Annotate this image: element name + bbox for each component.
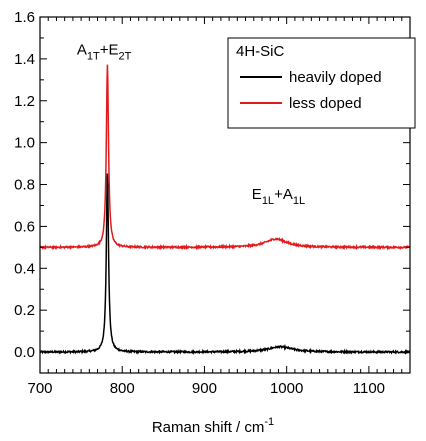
annotation-subscript: 2T (119, 51, 132, 63)
annotation-subscript: 1L (262, 195, 274, 207)
y-tick-label: 1.6 (14, 9, 35, 26)
y-tick-label: 0.8 (14, 177, 35, 194)
annotation-text: E (252, 186, 262, 203)
legend-box (227, 37, 416, 129)
y-tick-label: 0.0 (14, 344, 35, 361)
x-axis-title: Raman shift / cm-1 (152, 416, 274, 436)
x-tick-label: 800 (110, 380, 135, 397)
labels-layer: 700 800 900 1000 1100 0.0 0.2 0.4 0.6 0.8 1.0 1.2 1.… (14, 9, 385, 397)
annotation-text: +A (274, 186, 293, 203)
annotation-text: +E (100, 42, 119, 59)
x-tick-label: 700 (27, 380, 52, 397)
y-tick-label: 1.4 (14, 51, 35, 68)
peak-annotation: E1L+A1L (252, 186, 305, 207)
series-line-less-doped (39, 64, 411, 251)
x-tick-label: 900 (192, 380, 217, 397)
series-layer (39, 64, 411, 356)
y-tick-label: 1.0 (14, 135, 35, 152)
y-tick-label: 0.2 (14, 302, 35, 319)
y-tick-label: 0.4 (14, 260, 35, 277)
x-axis-title-superscript: -1 (264, 416, 274, 428)
legend: 4H-SiC heavily doped less doped (227, 37, 416, 129)
y-tick-label: 0.6 (14, 218, 35, 235)
peak-annotation: A1T+E2T (77, 42, 132, 63)
y-tick-label: 1.2 (14, 93, 35, 110)
x-tick-label: 1000 (270, 380, 303, 397)
x-axis-title-text: Raman shift / cm (152, 419, 265, 436)
plot-frame (39, 16, 411, 374)
legend-label-heavily-doped: heavily doped (289, 69, 382, 86)
series-line-heavily-doped (39, 173, 411, 356)
annotation-subscript: 1L (293, 195, 305, 207)
x-tick-label: 1100 (353, 380, 385, 397)
annotation-subscript: 1T (87, 51, 100, 63)
legend-title: 4H-SiC (236, 43, 285, 60)
legend-label-less-doped: less doped (289, 95, 362, 112)
annotation-text: A (77, 42, 87, 59)
